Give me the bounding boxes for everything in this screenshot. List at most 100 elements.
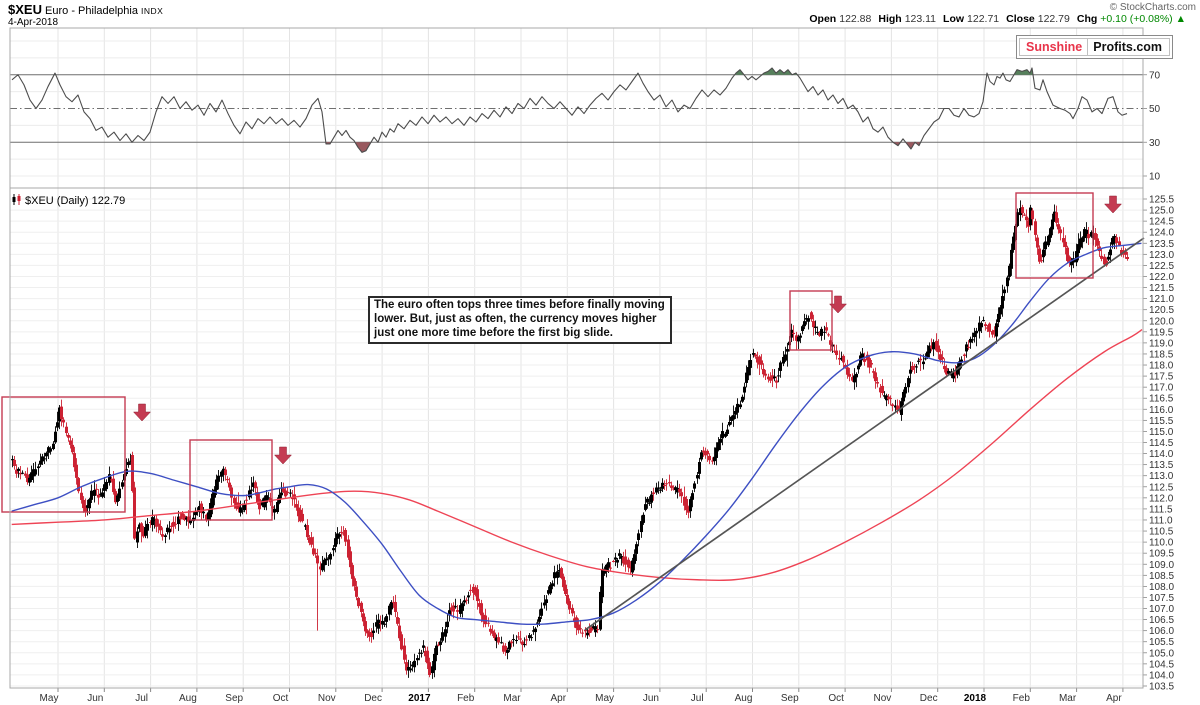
price-tick-label: 105.5: [1149, 637, 1174, 648]
month-label: Sep: [781, 693, 799, 704]
month-label: 2018: [964, 693, 987, 704]
price-tick-label: 110.0: [1149, 538, 1174, 549]
month-label: Jun: [87, 693, 103, 704]
month-label: 2017: [408, 693, 431, 704]
indicator-panel: [10, 67, 1143, 153]
price-tick-label: 111.0: [1149, 515, 1173, 526]
axis-labels: May Jun Jul Aug Sep Oct Nov Dec 2017 Feb Mar Apr May…: [9, 27, 1174, 704]
indicator-tick-label: 30: [1149, 138, 1161, 149]
annotation-text-box: The euro often tops three times before f…: [368, 296, 672, 345]
price-tick-label: 115.5: [1149, 416, 1174, 427]
price-tick-label: 119.0: [1149, 338, 1174, 349]
indicator-tick-label: 70: [1149, 70, 1161, 81]
price-tick-label: 125.0: [1149, 206, 1174, 217]
price-tick-label: 118.5: [1149, 349, 1174, 360]
price-tick-label: 108.5: [1149, 571, 1174, 582]
oversold-shade: [355, 142, 371, 153]
month-label: May: [595, 693, 614, 704]
price-legend-label: $XEU (Daily) 122.79: [25, 195, 126, 207]
price-tick-label: 114.5: [1149, 438, 1174, 449]
indicator-tick-label: 50: [1149, 104, 1161, 115]
price-tick-label: 105.0: [1149, 648, 1174, 659]
price-tick-label: 121.0: [1149, 294, 1174, 305]
month-label: Nov: [874, 693, 892, 704]
month-label: Aug: [179, 693, 197, 704]
indicator-tick-label: 10: [1149, 172, 1161, 183]
trendline: [584, 237, 1145, 631]
quote-label: Low: [943, 13, 965, 25]
chart-date: 4-Apr-2018: [8, 17, 59, 28]
month-label: May: [40, 693, 59, 704]
price-tick-label: 108.0: [1149, 582, 1174, 593]
price-tick-label: 106.0: [1149, 626, 1174, 637]
price-tick-label: 112.5: [1149, 482, 1174, 493]
symbol-name: Euro - Philadelphia: [45, 5, 138, 17]
quote-label: Close: [1006, 13, 1035, 25]
quote-value: 122.79: [1037, 13, 1070, 25]
annotation-rect: [189, 439, 273, 521]
price-tick-label: 113.0: [1149, 471, 1174, 482]
logo-profits: Profits.com: [1093, 40, 1163, 54]
month-label: Sep: [225, 693, 243, 704]
month-label: Jul: [691, 693, 704, 704]
month-label: Mar: [1059, 693, 1077, 704]
ma50-line: [11, 242, 1142, 625]
indicator-line: [11, 67, 1128, 153]
price-tick-label: 117.5: [1149, 372, 1174, 383]
quote-value: 122.71: [967, 13, 1000, 25]
oversold-shade: [905, 142, 915, 149]
price-tick-label: 115.0: [1149, 427, 1174, 438]
price-tick-label: 103.5: [1149, 682, 1174, 693]
price-tick-label: 123.0: [1149, 250, 1174, 261]
price-tick-label: 111.5: [1149, 504, 1173, 515]
price-tick-label: 119.5: [1149, 327, 1174, 338]
down-arrow-annotation: [132, 403, 152, 422]
overbought-shade: [762, 68, 792, 75]
logo-sunshine: Sunshine: [1020, 39, 1089, 55]
symbol-label: $XEU: [8, 2, 42, 17]
price-tick-label: 122.5: [1149, 261, 1174, 272]
quote-label: High: [878, 13, 902, 25]
quote-value: 122.88: [839, 13, 872, 25]
price-tick-label: 124.0: [1149, 228, 1174, 239]
down-arrow-annotation: [1103, 195, 1123, 214]
month-label: Aug: [735, 693, 753, 704]
annotation-rect: [1015, 192, 1094, 279]
quote-label: Chg: [1076, 13, 1098, 25]
month-label: Feb: [457, 693, 475, 704]
ma200-line: [11, 329, 1143, 582]
month-label: Apr: [1106, 693, 1122, 704]
price-tick-label: 109.0: [1149, 560, 1174, 571]
price-tick-label: 110.5: [1149, 527, 1174, 538]
month-label: Mar: [503, 693, 521, 704]
chart-title: $XEU Euro - Philadelphia INDX: [8, 2, 163, 17]
down-arrow-annotation: [828, 295, 848, 314]
annotation-rect: [1, 396, 126, 513]
overbought-shade: [734, 69, 744, 75]
sunshine-profits-logo[interactable]: Sunshine Profits.com: [1016, 35, 1174, 59]
price-tick-label: 112.0: [1149, 493, 1174, 504]
price-panel: [1, 192, 1145, 679]
price-tick-label: 117.0: [1149, 383, 1174, 394]
price-tick-label: 116.0: [1149, 405, 1174, 416]
price-tick-label: 104.5: [1149, 659, 1174, 670]
price-tick-label: 123.5: [1149, 239, 1174, 250]
price-tick-label: 121.5: [1149, 283, 1174, 294]
down-arrow-annotation: [273, 446, 293, 465]
price-tick-label: 107.5: [1149, 593, 1174, 604]
ohlc-quote-line: Open 122.88 High 123.11 Low 122.71 Close 122.79…: [802, 13, 1186, 25]
price-tick-label: 120.0: [1149, 316, 1174, 327]
price-tick-label: 122.0: [1149, 272, 1174, 283]
price-tick-label: 113.5: [1149, 460, 1174, 471]
price-tick-label: 120.5: [1149, 305, 1174, 316]
month-label: Oct: [273, 693, 289, 704]
gridlines: [10, 28, 1143, 688]
month-label: Jun: [643, 693, 659, 704]
month-label: Dec: [920, 693, 938, 704]
price-legend: $XEU (Daily) 122.79: [12, 194, 125, 207]
month-label: Apr: [551, 693, 567, 704]
quote-value: 123.11: [904, 13, 937, 25]
price-tick-label: 114.0: [1149, 449, 1174, 460]
exchange-label: INDX: [141, 6, 164, 16]
